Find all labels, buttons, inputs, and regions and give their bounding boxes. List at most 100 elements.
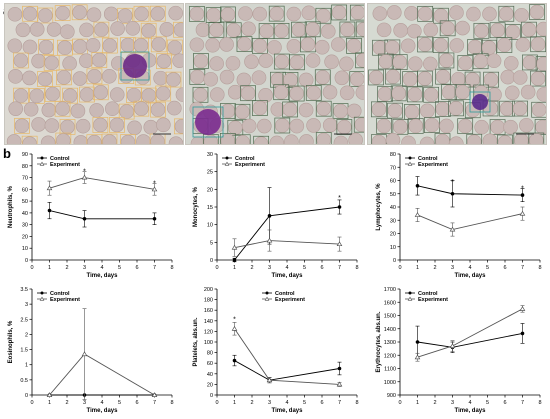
erythrocyte xyxy=(109,87,125,102)
erythrocyte xyxy=(291,22,307,37)
y-tick-label: 0 xyxy=(210,393,213,399)
erythrocyte xyxy=(269,135,285,144)
detection-box xyxy=(174,118,183,135)
y-tick-label: 0 xyxy=(25,258,28,264)
erythrocyte xyxy=(400,38,416,54)
erythrocyte xyxy=(220,7,236,22)
erythrocyte xyxy=(289,86,304,101)
detection-box xyxy=(102,37,118,54)
y-axis-title: Platelets, abs.un. xyxy=(193,317,199,366)
data-point-control xyxy=(152,216,157,221)
erythrocyte xyxy=(150,102,166,117)
data-point-experiment xyxy=(81,174,88,180)
series-line-experiment xyxy=(49,177,155,190)
erythrocyte xyxy=(150,6,166,21)
erythrocyte xyxy=(435,101,451,117)
erythrocyte xyxy=(503,55,519,71)
erythrocyte xyxy=(151,37,167,52)
erythrocyte xyxy=(252,100,268,116)
erythrocyte xyxy=(529,4,545,20)
erythrocyte xyxy=(368,70,384,85)
detection-box xyxy=(530,70,546,87)
x-tick-label: 7 xyxy=(153,400,156,406)
erythrocyte xyxy=(60,119,75,135)
detection-box xyxy=(531,101,546,118)
erythrocyte xyxy=(520,84,536,100)
erythrocyte xyxy=(455,20,470,36)
y-tick-label: 1700 xyxy=(384,287,396,293)
erythrocyte xyxy=(193,87,208,103)
erythrocyte xyxy=(500,69,516,85)
x-tick-label: 8 xyxy=(170,265,173,271)
detection-box xyxy=(355,21,364,38)
detection-box xyxy=(512,100,528,117)
erythrocyte xyxy=(298,102,314,118)
erythrocyte xyxy=(219,69,235,85)
legend-label: Control xyxy=(418,291,438,297)
erythrocyte xyxy=(417,6,433,22)
detection-box xyxy=(483,71,499,88)
erythrocyte xyxy=(238,6,253,21)
erythrocyte xyxy=(306,85,322,101)
chart-eosinophils-svg: 0 0.5 1 1.5 2 2.5 3 3.5 0 1 2 3 4 5 6 7 8 Time, days Eosin… xyxy=(8,287,174,414)
x-tick-label: 5 xyxy=(486,265,489,271)
data-point-experiment xyxy=(81,351,88,357)
x-tick-label: 2 xyxy=(433,265,436,271)
leukocyte xyxy=(195,109,221,135)
erythrocyte xyxy=(237,36,252,52)
data-point-experiment xyxy=(231,244,238,250)
erythrocyte xyxy=(86,7,102,22)
legend-marker xyxy=(39,161,45,166)
erythrocyte xyxy=(474,119,489,135)
detection-box xyxy=(433,7,449,24)
x-tick-label: 4 xyxy=(468,265,471,271)
erythrocyte xyxy=(482,133,498,144)
detection-box xyxy=(91,52,108,68)
data-point-experiment xyxy=(336,381,343,387)
detection-box xyxy=(133,5,150,22)
data-point-control xyxy=(232,258,237,262)
erythrocyte xyxy=(522,55,538,70)
erythrocyte xyxy=(305,53,321,68)
chart-eosinophils: 0 0.5 1 1.5 2 2.5 3 3.5 0 1 2 3 4 5 6 7 8 Time, days Eosin… xyxy=(0,283,180,417)
data-point-control xyxy=(337,205,342,209)
erythrocyte xyxy=(337,119,352,135)
erythrocyte xyxy=(225,55,241,71)
detection-box xyxy=(220,6,236,23)
erythrocyte xyxy=(13,88,29,103)
erythrocyte xyxy=(536,21,546,37)
series-line-experiment xyxy=(417,308,523,358)
erythrocyte xyxy=(120,134,136,144)
erythrocyte xyxy=(514,7,529,23)
erythrocyte xyxy=(209,56,224,71)
erythrocyte xyxy=(536,87,546,102)
detection-box xyxy=(268,5,285,22)
erythrocyte xyxy=(109,117,125,133)
y-tick-label: 70 xyxy=(390,165,396,171)
detection-box xyxy=(496,37,513,53)
erythrocyte xyxy=(227,84,243,100)
detection-box xyxy=(439,20,456,37)
legend-marker xyxy=(39,296,45,301)
legend-label: Experiment xyxy=(50,297,80,303)
y-tick-label: 100 xyxy=(204,340,213,346)
erythrocyte xyxy=(300,37,316,52)
erythrocyte xyxy=(348,132,363,144)
erythrocyte xyxy=(29,88,45,104)
erythrocyte xyxy=(240,85,256,101)
erythrocyte xyxy=(156,117,171,133)
erythrocyte xyxy=(167,40,183,55)
legend-label: Control xyxy=(235,156,255,162)
y-tick-label: 10 xyxy=(390,245,396,251)
x-tick-label: 1 xyxy=(416,265,419,271)
y-axis-title: Lymphocytes, % xyxy=(376,183,382,231)
detection-box xyxy=(54,100,71,117)
erythrocyte xyxy=(174,119,183,134)
erythrocyte xyxy=(105,101,120,117)
erythrocyte xyxy=(417,71,433,86)
detection-box xyxy=(473,22,490,39)
erythrocyte xyxy=(143,119,159,135)
y-tick-label: 0 xyxy=(210,258,213,264)
y-tick-label: 70 xyxy=(22,176,28,182)
data-point-experiment xyxy=(151,186,158,192)
